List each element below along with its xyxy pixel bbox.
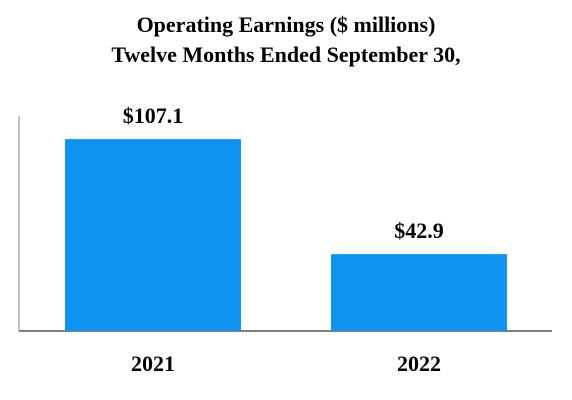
data-label-2021: $107.1 — [123, 103, 184, 128]
chart-subtitle: Twelve Months Ended September 30, — [111, 42, 461, 67]
bar-2021 — [65, 139, 241, 331]
x-tick-label-2022: 2022 — [397, 351, 441, 376]
bar-2022 — [331, 254, 507, 331]
x-tick-label-2021: 2021 — [131, 351, 175, 376]
chart-title: Operating Earnings ($ millions) — [136, 12, 436, 37]
data-label-2022: $42.9 — [394, 218, 444, 243]
